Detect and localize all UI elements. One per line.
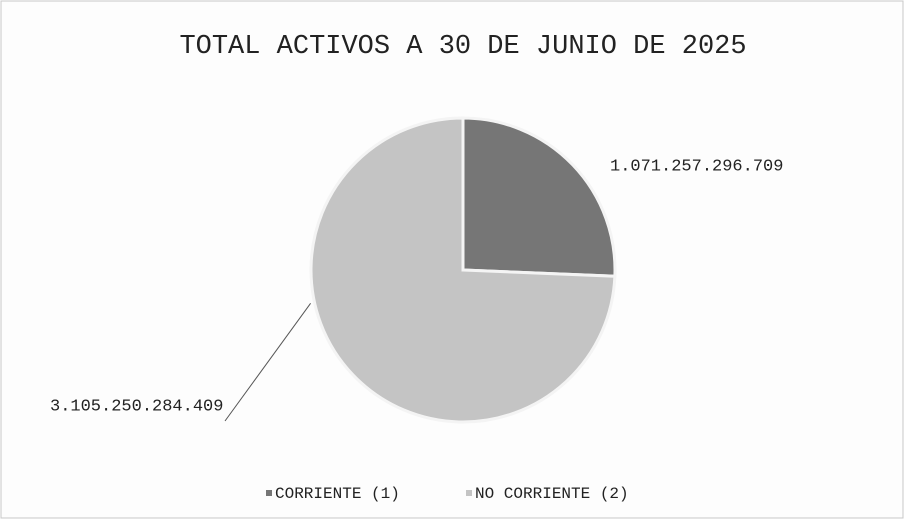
- data-label: 3.105.250.284.409: [50, 397, 223, 416]
- legend-swatch: [266, 490, 272, 496]
- legend-label: CORRIENTE (1): [275, 485, 400, 503]
- pie-slice: [461, 116, 617, 278]
- chart-title: TOTAL ACTIVOS A 30 DE JUNIO DE 2025: [179, 32, 746, 62]
- legend-swatch: [466, 490, 472, 496]
- data-label: 1.071.257.296.709: [610, 157, 783, 176]
- legend-label: NO CORRIENTE (2): [475, 485, 629, 503]
- pie-slice: [309, 116, 617, 424]
- leader-line: [224, 302, 311, 422]
